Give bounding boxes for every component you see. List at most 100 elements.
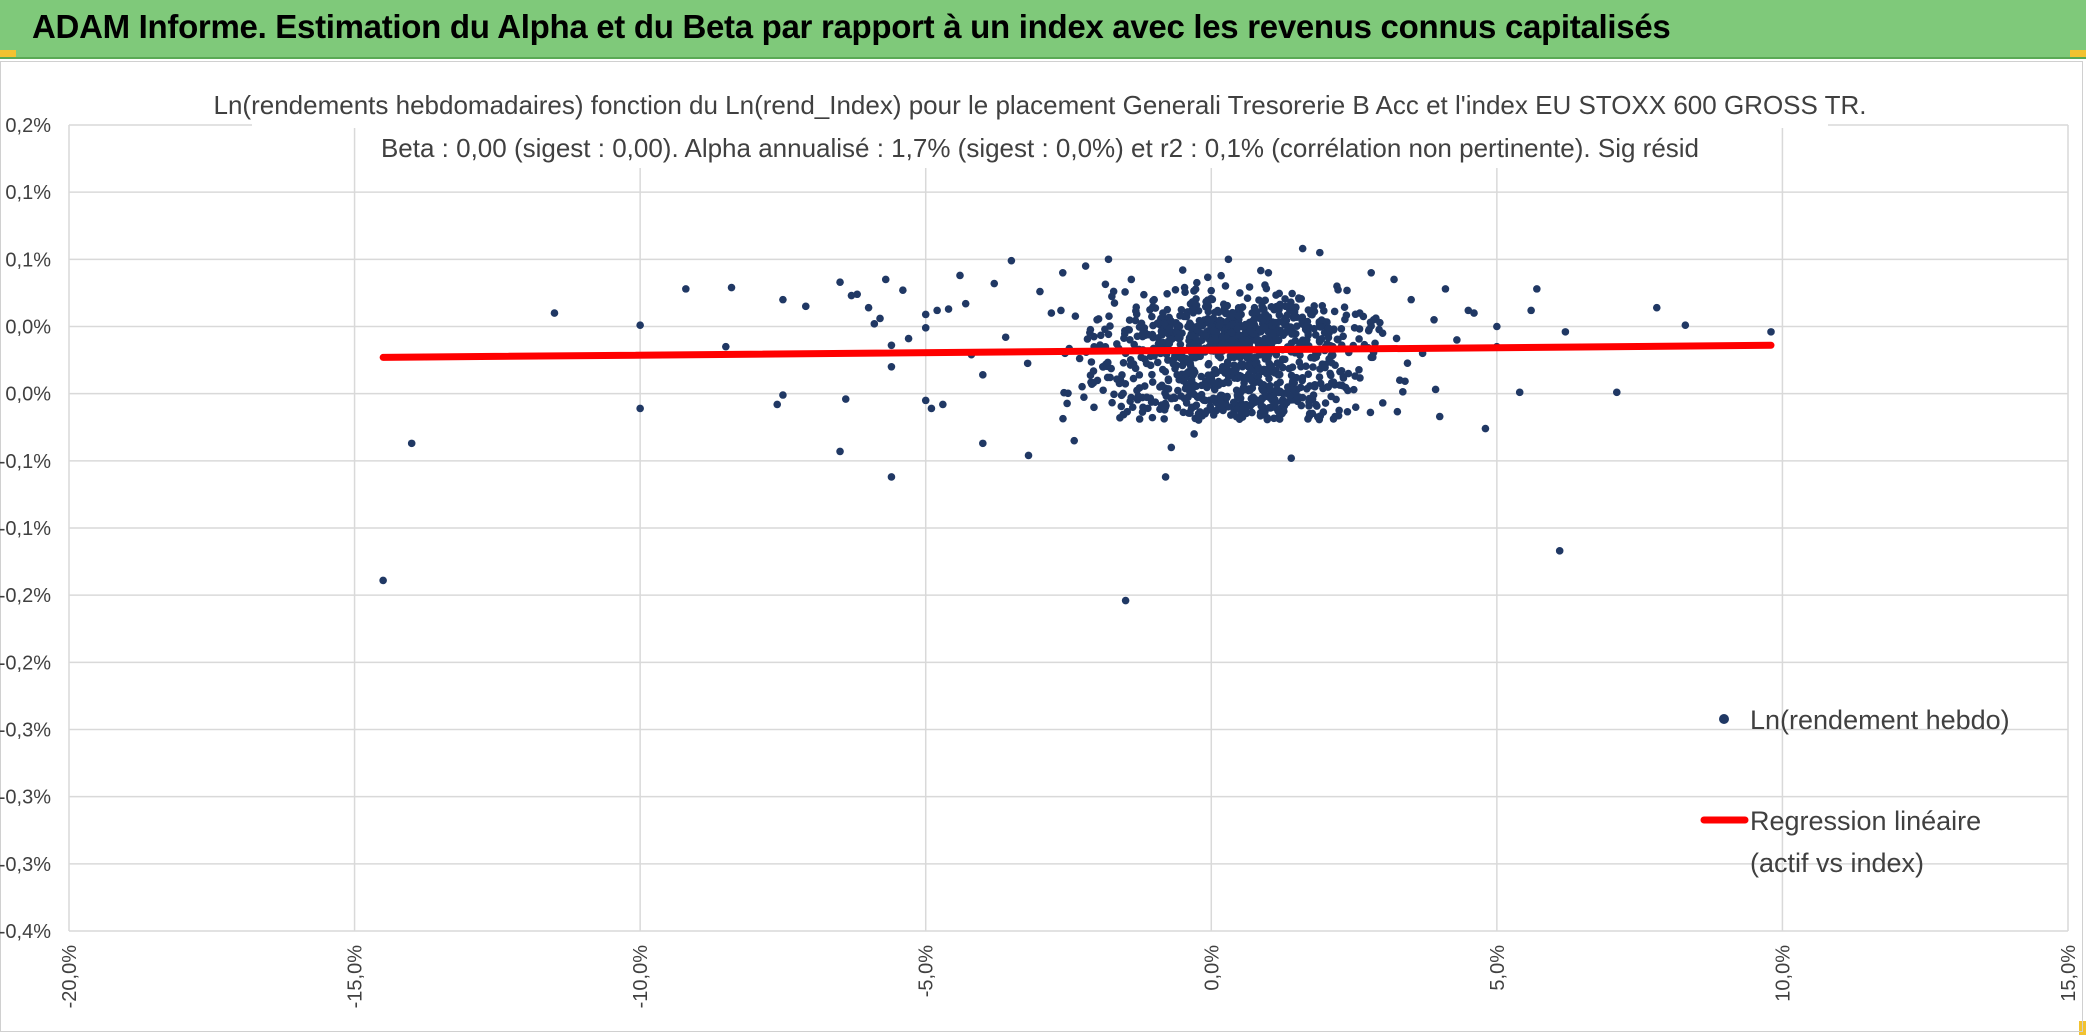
data-point	[1047, 309, 1056, 317]
data-point	[1430, 315, 1438, 324]
data-point	[1236, 289, 1244, 297]
data-point	[1331, 361, 1339, 369]
data-point	[1108, 292, 1116, 301]
data-point	[1071, 312, 1080, 320]
data-point	[1247, 376, 1256, 385]
data-point	[1104, 255, 1113, 264]
data-point	[1233, 324, 1242, 333]
data-point	[1241, 407, 1250, 416]
data-point	[1186, 409, 1194, 418]
data-point	[1193, 278, 1201, 287]
data-point	[1235, 331, 1244, 339]
data-point	[801, 302, 810, 311]
data-point	[1171, 285, 1180, 294]
data-point	[1681, 321, 1690, 329]
data-point	[1176, 312, 1184, 320]
y-tick-label: -0,3%	[0, 720, 51, 742]
data-point	[1190, 430, 1198, 438]
data-point	[1250, 303, 1259, 312]
data-point	[1260, 387, 1269, 396]
data-point	[1453, 336, 1461, 344]
data-point	[1231, 366, 1240, 375]
data-point	[1355, 309, 1364, 317]
data-point	[1201, 396, 1210, 405]
data-point	[870, 320, 879, 328]
data-point	[1229, 398, 1238, 407]
data-point	[864, 303, 873, 312]
data-point	[1527, 306, 1535, 315]
data-point	[1265, 404, 1273, 412]
data-point	[1148, 370, 1156, 379]
data-point	[1207, 315, 1216, 324]
x-tick-label: 15,0%	[2058, 945, 2080, 1002]
x-tick-label: -5,0%	[916, 945, 938, 997]
data-point	[1133, 386, 1141, 395]
data-point	[1335, 381, 1344, 389]
data-point	[1129, 360, 1138, 368]
data-point	[1310, 302, 1318, 310]
data-point	[1261, 310, 1270, 319]
data-point	[1080, 393, 1088, 402]
data-point	[1339, 374, 1348, 382]
data-point	[1131, 316, 1140, 325]
data-point	[1281, 302, 1290, 311]
data-point	[1207, 286, 1216, 295]
legend-label-line-sub: (actif vs index)	[1750, 848, 1924, 878]
data-point	[1323, 318, 1331, 326]
data-point	[1293, 392, 1301, 400]
data-point	[1315, 373, 1324, 381]
data-point	[1130, 340, 1138, 349]
data-point	[1210, 396, 1218, 404]
data-point	[1281, 355, 1289, 364]
data-point	[1218, 340, 1226, 349]
data-point	[773, 400, 782, 409]
data-point	[1125, 316, 1134, 324]
data-point	[1087, 358, 1096, 366]
data-point	[1481, 424, 1490, 433]
data-point	[1228, 320, 1237, 328]
data-point	[1318, 301, 1327, 310]
data-point	[979, 439, 987, 448]
data-point	[1282, 399, 1291, 407]
x-axis-ticks: -20,0% -15,0% -10,0% -5,0% 0,0% 5,0% 10,0% 15,0…	[59, 945, 2080, 1009]
data-point	[1137, 353, 1146, 362]
data-point	[1217, 403, 1225, 412]
data-point	[636, 404, 644, 413]
data-point	[1351, 403, 1360, 412]
data-point	[1324, 333, 1333, 342]
data-point	[1612, 388, 1621, 397]
point-cluster	[1023, 266, 1440, 424]
data-point	[1378, 399, 1387, 407]
data-point	[1267, 362, 1276, 370]
data-point	[1294, 294, 1303, 302]
data-point	[1275, 289, 1284, 298]
data-point	[1337, 325, 1346, 333]
data-point	[1365, 325, 1373, 334]
data-point	[1255, 296, 1263, 304]
data-point	[779, 295, 787, 304]
data-point	[1211, 365, 1219, 374]
data-point	[1261, 323, 1269, 332]
chart-area	[0, 61, 2083, 1032]
data-point	[1178, 361, 1187, 370]
data-point	[1164, 375, 1173, 383]
data-point	[1259, 409, 1268, 417]
data-point	[1190, 340, 1198, 349]
y-tick-label: -0,4%	[0, 921, 51, 943]
data-point	[1273, 359, 1282, 367]
data-point	[1316, 248, 1324, 257]
data-point	[1378, 329, 1387, 338]
data-point	[1310, 307, 1319, 316]
data-point	[1168, 318, 1177, 327]
data-point	[1355, 325, 1364, 333]
data-point	[1298, 244, 1307, 253]
data-point	[1289, 378, 1298, 386]
data-point	[1279, 331, 1287, 339]
data-point	[1113, 340, 1121, 348]
data-point	[1223, 392, 1231, 401]
data-point	[1140, 290, 1148, 299]
data-point	[1343, 286, 1351, 295]
data-point	[1093, 315, 1101, 324]
data-point	[407, 439, 416, 448]
data-point	[1274, 407, 1282, 415]
